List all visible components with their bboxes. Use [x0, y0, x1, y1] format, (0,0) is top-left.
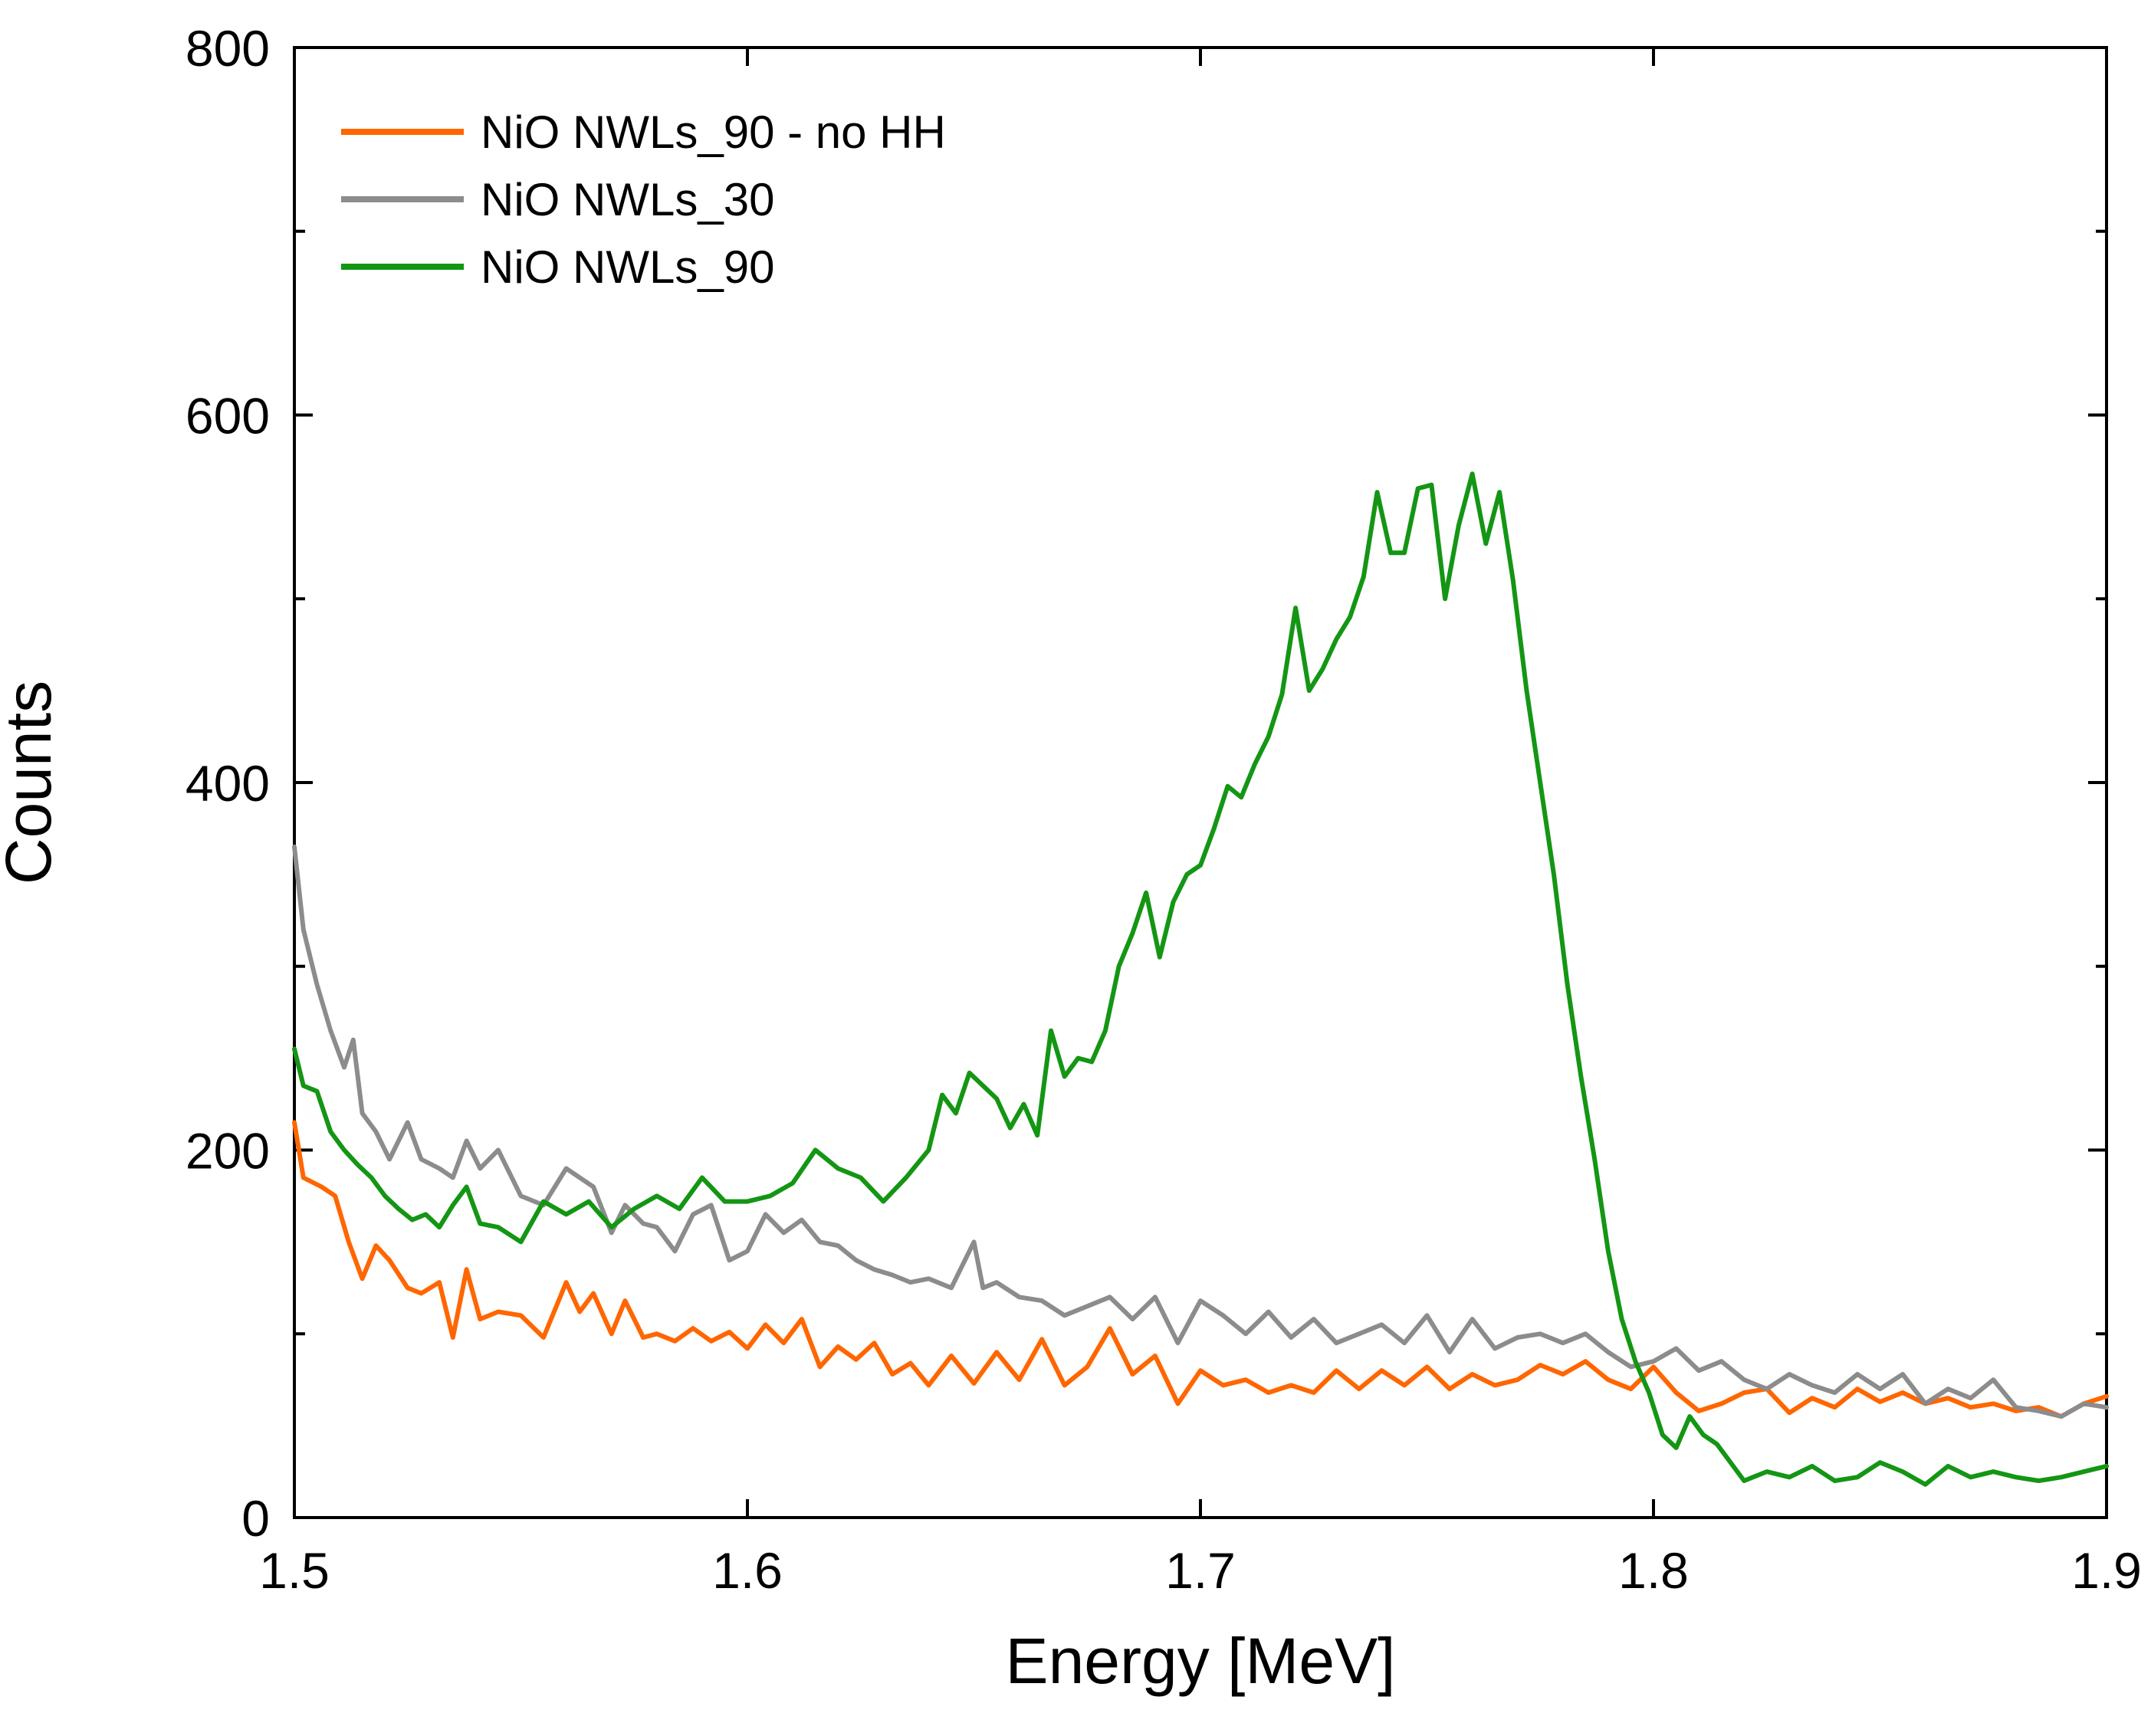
y-tick-label-0: 0: [241, 1490, 270, 1547]
y-tick-label-2: 400: [186, 755, 270, 812]
legend: NiO NWLs_90 - no HH NiO NWLs_30 NiO NWLs_9…: [341, 107, 946, 293]
x-tick-label-4: 1.9: [2071, 1542, 2142, 1599]
y-tick-label-1: 200: [186, 1123, 270, 1180]
y-tick-label-4: 800: [186, 20, 270, 77]
legend-label-1: NiO NWLs_30: [481, 174, 774, 225]
y-tick-label-3: 600: [186, 388, 270, 445]
x-tick-label-3: 1.8: [1618, 1542, 1689, 1599]
x-tick-label-1: 1.6: [712, 1542, 783, 1599]
x-axis-title: Energy [MeV]: [1006, 1625, 1396, 1697]
x-tick-label-2: 1.7: [1165, 1542, 1236, 1599]
series-line-2: [292, 471, 2109, 1487]
legend-label-0: NiO NWLs_90 - no HH: [481, 107, 946, 158]
tick-labels-layer: 1.5 1.6 1.7 1.8 1.9 0 200 400 600 800: [186, 20, 2142, 1599]
series-layer: [292, 471, 2109, 1487]
series-line-1: [292, 844, 2109, 1419]
legend-label-2: NiO NWLs_90: [481, 241, 774, 293]
x-tick-label-0: 1.5: [259, 1542, 330, 1599]
y-axis-title: Counts: [0, 681, 64, 884]
